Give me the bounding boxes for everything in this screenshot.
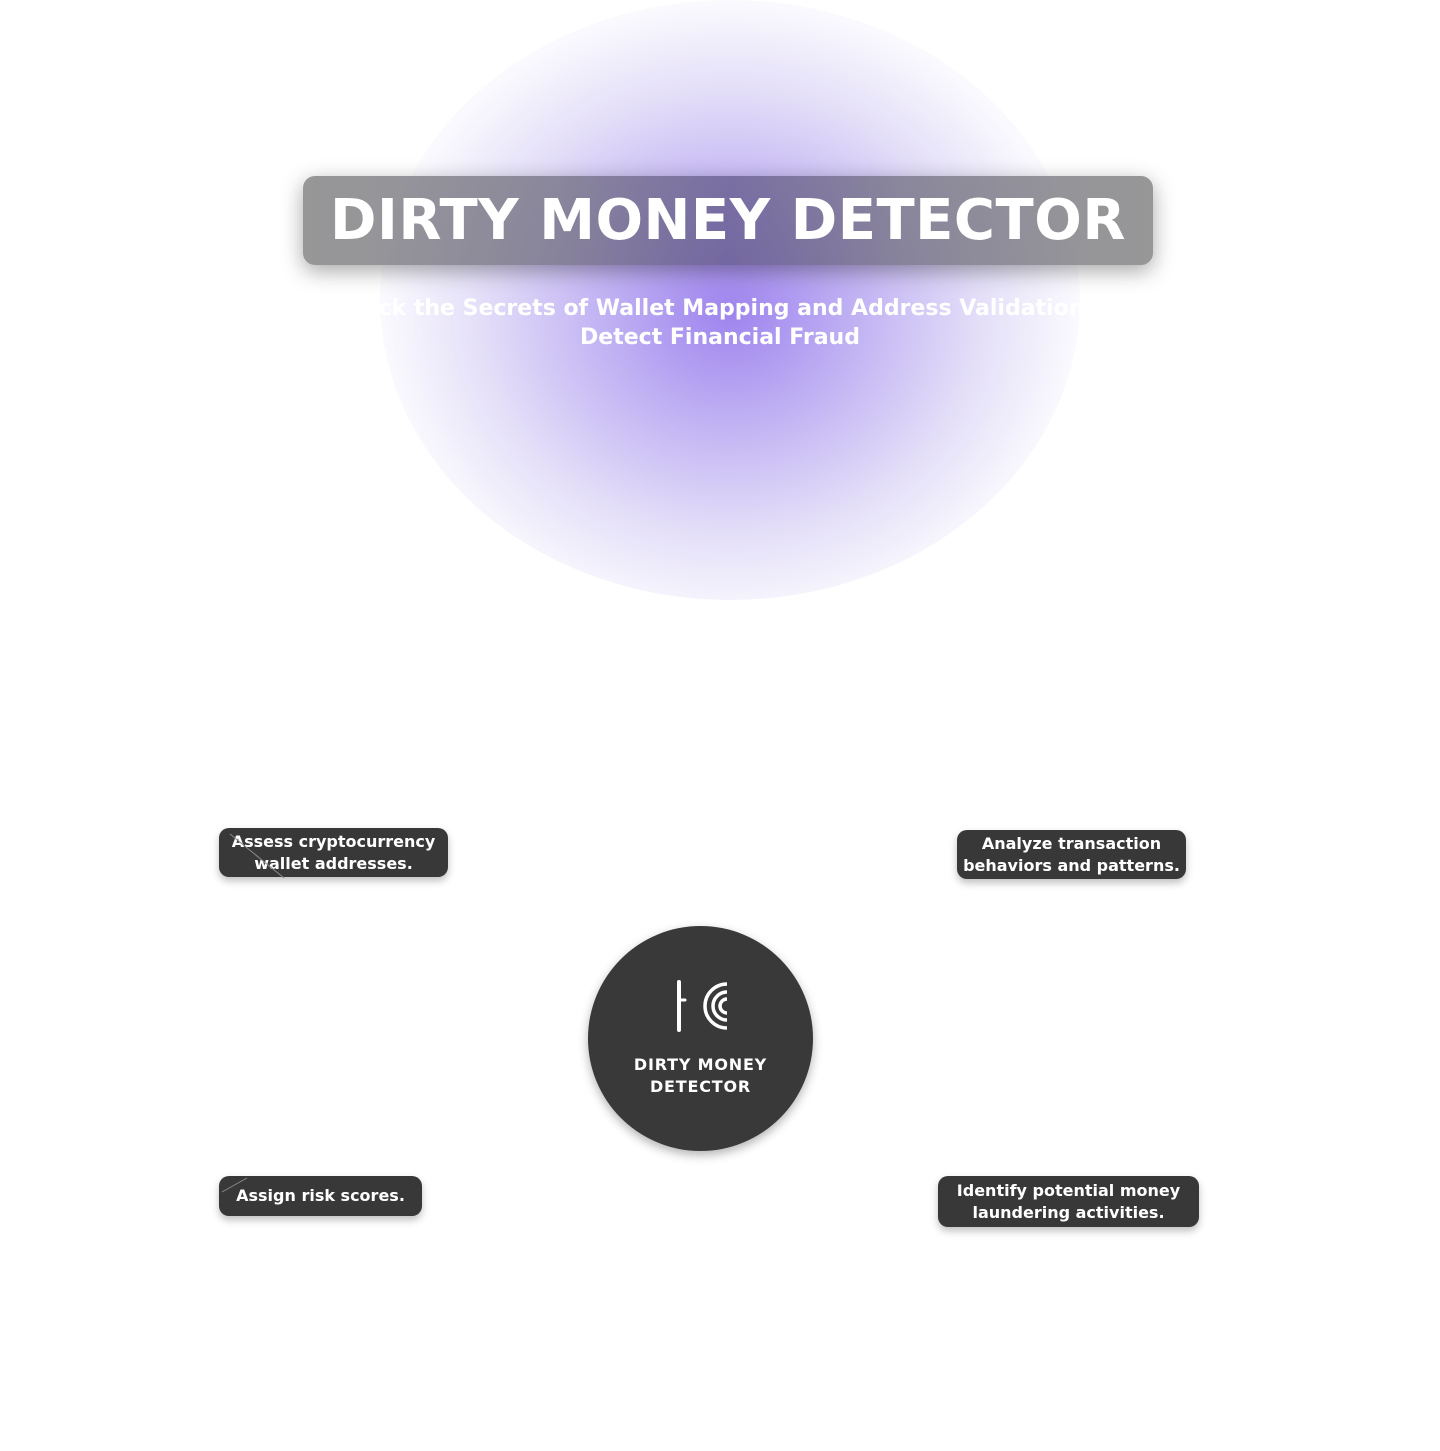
feature-label-line: Analyze transaction bbox=[981, 833, 1162, 853]
feature-label-line: Assess cryptocurrency bbox=[231, 831, 436, 851]
feature-label-line: laundering activities. bbox=[972, 1202, 1165, 1222]
feature-label-line: behaviors and patterns. bbox=[963, 855, 1180, 875]
page-title: DIRTY MONEY DETECTOR bbox=[330, 188, 1126, 253]
background-glow bbox=[380, 0, 1080, 600]
hub-label-line: DETECTOR bbox=[649, 1077, 752, 1096]
feature-label-line: wallet addresses. bbox=[254, 853, 413, 873]
feature-node-money-laundering: Identify potential money laundering acti… bbox=[938, 1176, 1199, 1227]
hub-label-line: DIRTY MONEY bbox=[633, 1055, 768, 1074]
title-banner: DIRTY MONEY DETECTOR bbox=[303, 176, 1153, 265]
feature-label-line: Assign risk scores. bbox=[236, 1186, 405, 1205]
feature-node-risk-scores: Assign risk scores. bbox=[219, 1176, 422, 1216]
hub-label: DIRTY MONEY DETECTOR bbox=[588, 1054, 813, 1098]
feature-node-analyze-transactions: Analyze transaction behaviors and patter… bbox=[957, 830, 1186, 879]
feature-label-line: Identify potential money bbox=[956, 1180, 1181, 1200]
page-subtitle: Unlock the Secrets of Wallet Mapping and… bbox=[322, 296, 1118, 350]
detector-logo-icon bbox=[677, 980, 728, 1032]
central-hub: DIRTY MONEY DETECTOR bbox=[588, 926, 813, 1151]
feature-node-assess-wallets: Assess cryptocurrency wallet addresses. bbox=[219, 828, 448, 877]
